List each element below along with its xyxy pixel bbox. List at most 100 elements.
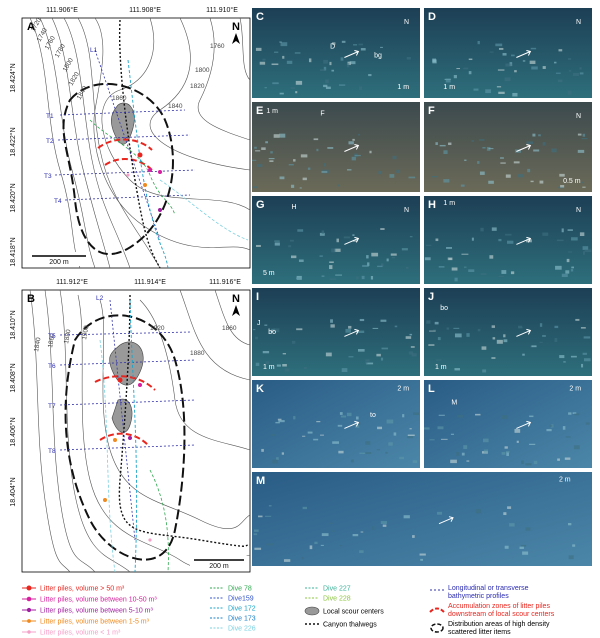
debris [419,553,426,556]
photo-panel: H 1 m N [424,196,592,284]
debris [489,255,494,259]
legend: Litter piles, volume > 50 m³ Litter piles… [22,585,555,637]
debris [386,258,389,262]
photo-annotation: D [330,44,335,51]
y-tick-label: 18.404°N [9,477,17,506]
profile-line [54,169,196,176]
debris [567,58,572,60]
debris [253,329,256,331]
debris [367,262,370,267]
profile-line [59,331,191,336]
debris [409,428,412,430]
debris [336,238,339,243]
debris [254,146,257,149]
debris [446,247,453,249]
debris [380,263,384,267]
north-label: N [232,21,240,33]
high-density-area [64,314,186,561]
debris [520,544,527,547]
legend-label: Canyon thalwegs [323,622,377,629]
panel-label: E [256,105,263,117]
debris [425,244,432,246]
debris [325,79,329,84]
debris [443,179,450,183]
debris [505,174,511,178]
debris [464,266,467,268]
debris [365,359,370,362]
y-tick-label: 18.422°N [9,127,17,156]
debris [265,515,272,517]
litter-markers [126,152,162,212]
debris [583,358,591,362]
profile-label: T5 [48,333,56,340]
debris [255,47,262,51]
debris [281,452,284,455]
photo [252,8,420,98]
debris [331,248,336,253]
debris [581,137,588,140]
debris [314,541,318,545]
debris [290,184,295,188]
debris [471,237,474,241]
debris [466,333,470,337]
contour-label: 1800 [195,67,210,74]
debris [498,238,502,242]
dive-track [99,339,116,573]
profile-line [59,359,196,366]
debris [323,66,327,71]
debris [274,240,280,242]
debris [271,328,275,331]
debris [372,327,379,329]
debris [483,449,489,453]
debris [332,530,335,532]
photo-annotation: bo [268,329,276,336]
debris [349,61,356,65]
debris [504,545,509,549]
debris [468,269,475,273]
y-tick-label: 18.424°N [9,63,17,92]
panel-label: F [428,105,435,117]
dive-track [89,119,176,216]
debris [581,363,584,368]
debris [366,362,374,365]
legend-marker [26,607,32,613]
contour-label: 1860 [112,95,127,102]
debris [495,43,503,47]
debris [573,445,580,450]
debris [371,252,379,257]
debris [584,249,592,253]
debris [370,275,374,280]
debris [275,421,280,424]
debris [335,274,343,276]
contour-label: 1840 [33,337,42,353]
debris [369,150,372,154]
debris [358,86,363,90]
debris [282,363,287,367]
debris [489,51,494,53]
debris [542,335,546,337]
debris [270,434,276,437]
debris [337,424,343,427]
debris [460,184,465,187]
debris [557,458,560,461]
debris [388,442,393,446]
debris [570,355,577,358]
debris [454,333,462,338]
debris [579,232,585,237]
arrow [516,328,532,337]
debris [265,361,270,365]
debris [339,84,346,86]
debris [477,40,480,45]
photo-panel: I Jbo 1 m [252,288,420,376]
debris [301,556,304,560]
legend-label: Dive 78 [228,586,252,593]
photo-annotation: 2 m [569,386,581,393]
debris [506,240,514,244]
debris [394,325,398,328]
photo-annotation: N [576,113,581,120]
debris [466,460,470,462]
debris [337,184,340,187]
debris [279,133,286,138]
debris [262,58,266,61]
debris [412,535,415,538]
